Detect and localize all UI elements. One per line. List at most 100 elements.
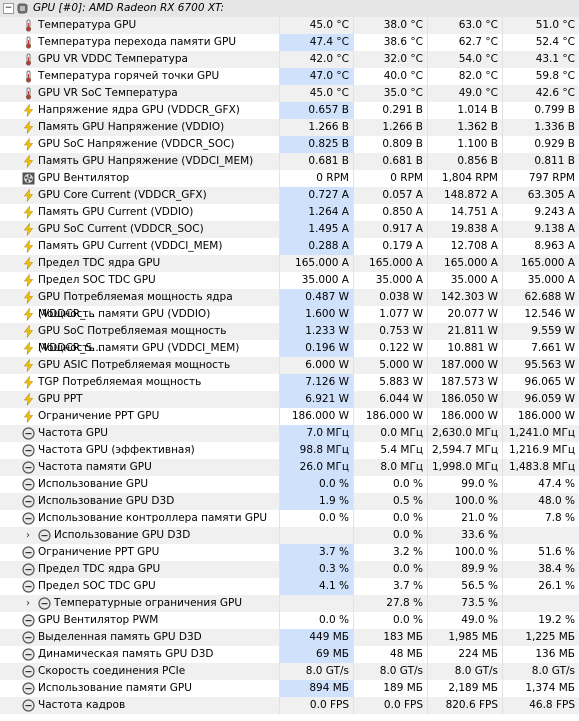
sensor-row[interactable]: TGP Потребляемая мощность 7.126 W 5.883 W 1… bbox=[0, 374, 579, 391]
sensor-label: GPU PPT bbox=[38, 393, 83, 405]
thermometer-icon bbox=[22, 53, 35, 66]
sensor-row[interactable]: GPU Core Current (VDDCR_GFX) 0.727 A 0.057… bbox=[0, 187, 579, 204]
column-divider bbox=[279, 408, 280, 425]
sensor-row[interactable]: GPU Вентилятор 0 RPM 0 RPM 1,804 RPM 797 RPM bbox=[0, 170, 579, 187]
sensor-row[interactable]: Частота памяти GPU 26.0 МГц 8.0 МГц 1,998.0… bbox=[0, 459, 579, 476]
column-divider bbox=[502, 680, 503, 697]
min-value: 38.6 °C bbox=[383, 36, 423, 48]
sensor-row[interactable]: GPU PPT 6.921 W 6.044 W 186.050 W 96.059 W bbox=[0, 391, 579, 408]
column-divider bbox=[279, 289, 280, 306]
column-divider bbox=[353, 629, 354, 646]
collapse-icon[interactable]: − bbox=[3, 3, 14, 14]
sensor-row[interactable]: Память GPU Напряжение (VDDCI_MEM) 0.681 В… bbox=[0, 153, 579, 170]
sensor-row[interactable]: Температура перехода памяти GPU 47.4 °C 38… bbox=[0, 34, 579, 51]
sensor-row[interactable]: Ограничение PPT GPU 3.7 % 3.2 % 100.0 % 51.6… bbox=[0, 544, 579, 561]
column-divider bbox=[427, 34, 428, 51]
sensor-row[interactable]: GPU Вентилятор PWM 0.0 % 0.0 % 49.0 % 19.2 % bbox=[0, 612, 579, 629]
max-value: 8.0 GT/s bbox=[454, 665, 498, 677]
sensor-row[interactable]: › Использование GPU D3D 0.0 % 33.6 % bbox=[0, 527, 579, 544]
sensor-row[interactable]: GPU Потребляемая мощность ядра (VDDCR_..… bbox=[0, 289, 579, 320]
sensor-row[interactable]: Предел TDC ядра GPU 0.3 % 0.0 % 89.9 % 38.4 … bbox=[0, 561, 579, 578]
max-value: 1,985 МБ bbox=[448, 631, 498, 643]
sensor-row[interactable]: Динамическая память GPU D3D 69 МБ 48 МБ 224… bbox=[0, 646, 579, 663]
sensor-row[interactable]: GPU ASIC Потребляемая мощность 6.000 W 5.0… bbox=[0, 357, 579, 374]
column-divider bbox=[279, 85, 280, 102]
sensor-row[interactable]: GPU SoC Потребляемая мощность (VDDCR_S..… bbox=[0, 323, 579, 354]
column-divider bbox=[353, 102, 354, 119]
sensor-row[interactable]: Частота GPU 7.0 МГц 0.0 МГц 2,630.0 МГц 1,24… bbox=[0, 425, 579, 442]
sensor-label: Температура перехода памяти GPU bbox=[38, 36, 237, 48]
sensor-row[interactable]: Выделенная память GPU D3D 449 МБ 183 МБ 1,9… bbox=[0, 629, 579, 646]
sensor-label: Выделенная память GPU D3D bbox=[38, 631, 202, 643]
current-value: 98.8 МГц bbox=[279, 442, 353, 459]
clock-icon bbox=[22, 631, 35, 644]
sensor-row[interactable]: GPU SoC Напряжение (VDDCR_SOC) 0.825 В 0.8… bbox=[0, 136, 579, 153]
column-divider bbox=[427, 289, 428, 306]
sensor-row[interactable]: › Температурные ограничения GPU 27.8 % 73.5… bbox=[0, 595, 579, 612]
sensor-row[interactable]: Мощность памяти GPU (VDDIO) 1.600 W 1.077 … bbox=[0, 306, 579, 323]
sensor-row[interactable]: GPU VR VDDC Температура 42.0 °C 32.0 °C 54.… bbox=[0, 51, 579, 68]
sensor-row[interactable]: Использование памяти GPU 894 МБ 189 МБ 2,18… bbox=[0, 680, 579, 697]
sensor-row[interactable]: Температура GPU 45.0 °C 38.0 °C 63.0 °C 51.0… bbox=[0, 17, 579, 34]
sensor-row[interactable]: GPU VR SoC Температура 45.0 °C 35.0 °C 49.0… bbox=[0, 85, 579, 102]
average-value: 8.0 GT/s bbox=[531, 665, 575, 677]
column-divider bbox=[427, 544, 428, 561]
sensor-label: Использование памяти GPU bbox=[38, 682, 192, 694]
column-divider bbox=[353, 85, 354, 102]
column-divider bbox=[502, 51, 503, 68]
column-divider bbox=[427, 663, 428, 680]
sensor-row[interactable]: Предел SOC TDC GPU 35.000 A 35.000 A 35.000… bbox=[0, 272, 579, 289]
column-divider bbox=[427, 136, 428, 153]
average-value: 59.8 °C bbox=[535, 70, 575, 82]
max-value: 148.872 A bbox=[444, 189, 498, 201]
min-value: 27.8 % bbox=[386, 597, 423, 609]
sensor-row[interactable]: Частота GPU (эффективная) 98.8 МГц 5.4 МГц… bbox=[0, 442, 579, 459]
column-divider bbox=[427, 629, 428, 646]
expand-chevron-icon[interactable]: › bbox=[26, 530, 30, 541]
sensor-row[interactable]: Использование GPU 0.0 % 0.0 % 99.0 % 47.4 % bbox=[0, 476, 579, 493]
column-divider bbox=[427, 68, 428, 85]
column-divider bbox=[279, 17, 280, 34]
current-value: 0.487 W bbox=[279, 289, 353, 306]
column-divider bbox=[427, 85, 428, 102]
sensor-row[interactable]: Память GPU Current (VDDIO) 1.264 A 0.850 A… bbox=[0, 204, 579, 221]
group-header[interactable]: − GPU [#0]: AMD Radeon RX 6700 XT: bbox=[0, 0, 579, 17]
clock-icon bbox=[22, 682, 35, 695]
sensor-row[interactable]: Мощность памяти GPU (VDDCI_MEM) 0.196 W 0.… bbox=[0, 340, 579, 357]
sensor-row[interactable]: Память GPU Напряжение (VDDIO) 1.266 В 1.26… bbox=[0, 119, 579, 136]
sensor-row[interactable]: Напряжение ядра GPU (VDDCR_GFX) 0.657 В 0.… bbox=[0, 102, 579, 119]
expand-chevron-icon[interactable]: › bbox=[26, 598, 30, 609]
column-divider bbox=[353, 663, 354, 680]
sensor-row[interactable]: Ограничение PPT GPU 186.000 W 186.000 W 186… bbox=[0, 408, 579, 425]
chip-icon bbox=[16, 2, 29, 15]
column-divider bbox=[427, 697, 428, 714]
column-divider bbox=[502, 408, 503, 425]
column-divider bbox=[279, 680, 280, 697]
sensor-row[interactable]: Температура горячей точки GPU 47.0 °C 40.0… bbox=[0, 68, 579, 85]
lightning-icon bbox=[22, 205, 35, 219]
sensor-row[interactable]: GPU SoC Current (VDDCR_SOC) 1.495 A 0.917 … bbox=[0, 221, 579, 238]
current-value: 1.600 W bbox=[279, 306, 353, 323]
max-value: 0.856 В bbox=[457, 155, 498, 167]
sensor-row[interactable]: Память GPU Current (VDDCI_MEM) 0.288 A 0.1… bbox=[0, 238, 579, 255]
column-divider bbox=[279, 323, 280, 340]
sensor-row[interactable]: Использование GPU D3D 1.9 % 0.5 % 100.0 % 48… bbox=[0, 493, 579, 510]
sensor-row[interactable]: Предел TDC ядра GPU 165.000 A 165.000 A 165… bbox=[0, 255, 579, 272]
sensor-row[interactable]: Скорость соединения PCIe 8.0 GT/s 8.0 GT/s… bbox=[0, 663, 579, 680]
column-divider bbox=[502, 510, 503, 527]
column-divider bbox=[502, 119, 503, 136]
column-divider bbox=[353, 425, 354, 442]
clock-icon bbox=[22, 563, 35, 576]
min-value: 0.122 W bbox=[379, 342, 423, 354]
sensor-row[interactable]: Частота кадров 0.0 FPS 0.0 FPS 820.6 FPS 46.… bbox=[0, 697, 579, 714]
column-divider bbox=[502, 289, 503, 306]
average-value: 51.0 °C bbox=[535, 19, 575, 31]
column-divider bbox=[279, 68, 280, 85]
column-divider bbox=[353, 680, 354, 697]
column-divider bbox=[502, 102, 503, 119]
sensor-row[interactable]: Предел SOC TDC GPU 4.1 % 3.7 % 56.5 % 26.1 % bbox=[0, 578, 579, 595]
column-divider bbox=[279, 612, 280, 629]
min-value: 3.7 % bbox=[392, 580, 423, 592]
sensor-row[interactable]: Использование контроллера памяти GPU 0.0 … bbox=[0, 510, 579, 527]
max-value: 1.014 В bbox=[457, 104, 498, 116]
